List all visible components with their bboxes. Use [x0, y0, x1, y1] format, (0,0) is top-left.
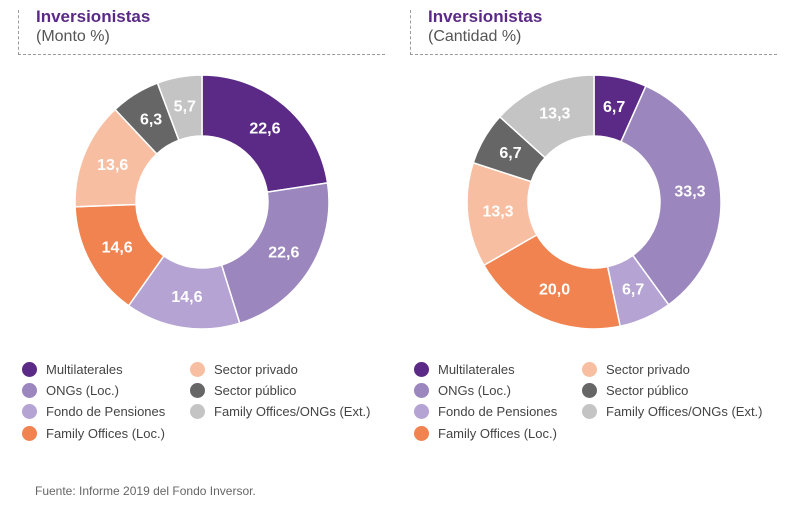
legend-item-multilaterales: Multilaterales: [22, 362, 123, 377]
header-divider: [410, 10, 777, 55]
legend-item-ongs-loc: ONGs (Loc.): [22, 383, 119, 398]
donut-slice-family-offices-ongs-ext: [498, 74, 595, 159]
donut-slice-family-offices-ongs-ext: [156, 74, 203, 142]
slice-value-label: 14,6: [102, 239, 133, 256]
legend-item-family-offices-loc: Family Offices (Loc.): [414, 426, 557, 441]
legend-swatch: [582, 362, 597, 377]
legend-swatch: [22, 404, 37, 419]
legend-swatch: [22, 426, 37, 441]
legend-swatch: [582, 404, 597, 419]
slice-value-label: 14,6: [171, 289, 202, 306]
legend-label: Fondo de Pensiones: [438, 404, 558, 419]
legend-label: Family Offices/ONGs (Ext.): [606, 404, 763, 419]
legend-label: Sector privado: [214, 362, 298, 377]
legend-swatch: [414, 426, 429, 441]
legend-label: Fondo de Pensiones: [46, 404, 166, 419]
chart-title: Inversionistas: [428, 7, 543, 26]
slice-value-label: 6,7: [622, 282, 644, 299]
legend-swatch: [190, 383, 205, 398]
legend-item-sector-privado: Sector privado: [582, 362, 690, 377]
slice-value-label: 6,7: [499, 145, 521, 162]
chart-panel-cantidad: Inversionistas (Cantidad %) 6,7 33,3 6,7 20…: [410, 0, 790, 460]
chart-subtitle: (Cantidad %): [428, 28, 522, 45]
legend: Multilaterales ONGs (Loc.) Fondo de Pensio…: [18, 362, 398, 452]
legend-item-ongs-loc: ONGs (Loc.): [414, 383, 511, 398]
legend-item-multilaterales: Multilaterales: [414, 362, 515, 377]
slice-value-label: 20,0: [539, 282, 570, 299]
header-divider: [18, 10, 385, 55]
legend-label: Sector público: [606, 383, 689, 398]
legend-item-sector-privado: Sector privado: [190, 362, 298, 377]
legend-label: Sector privado: [606, 362, 690, 377]
slice-value-label: 22,6: [268, 245, 299, 262]
legend-label: ONGs (Loc.): [438, 383, 511, 398]
chart-title: Inversionistas: [36, 7, 151, 26]
legend-label: Multilaterales: [46, 362, 123, 377]
chart-panel-monto: Inversionistas (Monto %) 22,6 22,6 14,6 14,…: [18, 0, 398, 460]
legend-item-family-offices-ongs-ext: Family Offices/ONGs (Ext.): [582, 404, 763, 419]
slice-value-label: 22,6: [249, 120, 280, 137]
donut-chart-monto: 22,6 22,6 14,6 14,6 13,6 6,3 5,7: [74, 74, 330, 330]
legend-swatch: [190, 362, 205, 377]
donut-slice-ongs-loc: [619, 85, 722, 306]
legend-swatch: [22, 362, 37, 377]
slice-value-label: 13,3: [539, 105, 570, 122]
slice-value-label: 6,3: [140, 112, 162, 129]
slice-value-label: 13,6: [97, 157, 128, 174]
legend-item-sector-p-blico: Sector público: [582, 383, 688, 398]
legend-label: Sector público: [214, 383, 297, 398]
legend-item-sector-p-blico: Sector público: [190, 383, 296, 398]
legend-item-family-offices-loc: Family Offices (Loc.): [22, 426, 165, 441]
legend-swatch: [414, 383, 429, 398]
legend-swatch: [414, 362, 429, 377]
legend: Multilaterales ONGs (Loc.) Fondo de Pensio…: [410, 362, 790, 452]
legend-label: Family Offices (Loc.): [46, 426, 165, 441]
legend-label: Family Offices/ONGs (Ext.): [214, 404, 371, 419]
slice-value-label: 6,7: [603, 99, 625, 116]
legend-swatch: [414, 404, 429, 419]
legend-label: Multilaterales: [438, 362, 515, 377]
donut-slice-ongs-loc: [220, 182, 330, 325]
legend-item-family-offices-ongs-ext: Family Offices/ONGs (Ext.): [190, 404, 371, 419]
legend-swatch: [190, 404, 205, 419]
slice-value-label: 33,3: [674, 184, 705, 201]
donut-chart-cantidad: 6,7 33,3 6,7 20,0 13,3 6,7 13,3: [466, 74, 722, 330]
legend-item-fondo-de-pensiones: Fondo de Pensiones: [414, 404, 557, 419]
source-note: Fuente: Informe 2019 del Fondo Inversor.: [35, 484, 256, 498]
legend-item-fondo-de-pensiones: Fondo de Pensiones: [22, 404, 165, 419]
slice-value-label: 5,7: [174, 99, 196, 116]
legend-swatch: [22, 383, 37, 398]
donut-slice-multilaterales: [201, 74, 329, 193]
slice-value-label: 13,3: [482, 203, 513, 220]
legend-label: ONGs (Loc.): [46, 383, 119, 398]
legend-swatch: [582, 383, 597, 398]
legend-label: Family Offices (Loc.): [438, 426, 557, 441]
chart-subtitle: (Monto %): [36, 28, 110, 45]
